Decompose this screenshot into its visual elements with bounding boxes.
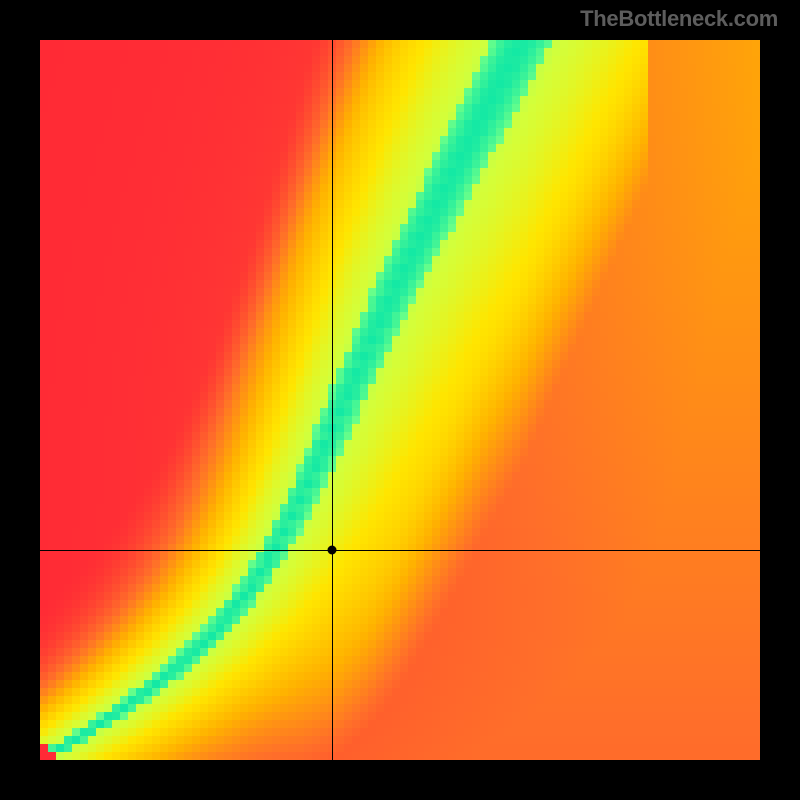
plot-area — [40, 40, 760, 760]
heatmap-canvas — [40, 40, 760, 760]
attribution-label: TheBottleneck.com — [580, 6, 778, 32]
crosshair-horizontal — [40, 550, 760, 551]
chart-container: TheBottleneck.com — [0, 0, 800, 800]
crosshair-marker — [327, 545, 336, 554]
crosshair-vertical — [332, 40, 333, 760]
